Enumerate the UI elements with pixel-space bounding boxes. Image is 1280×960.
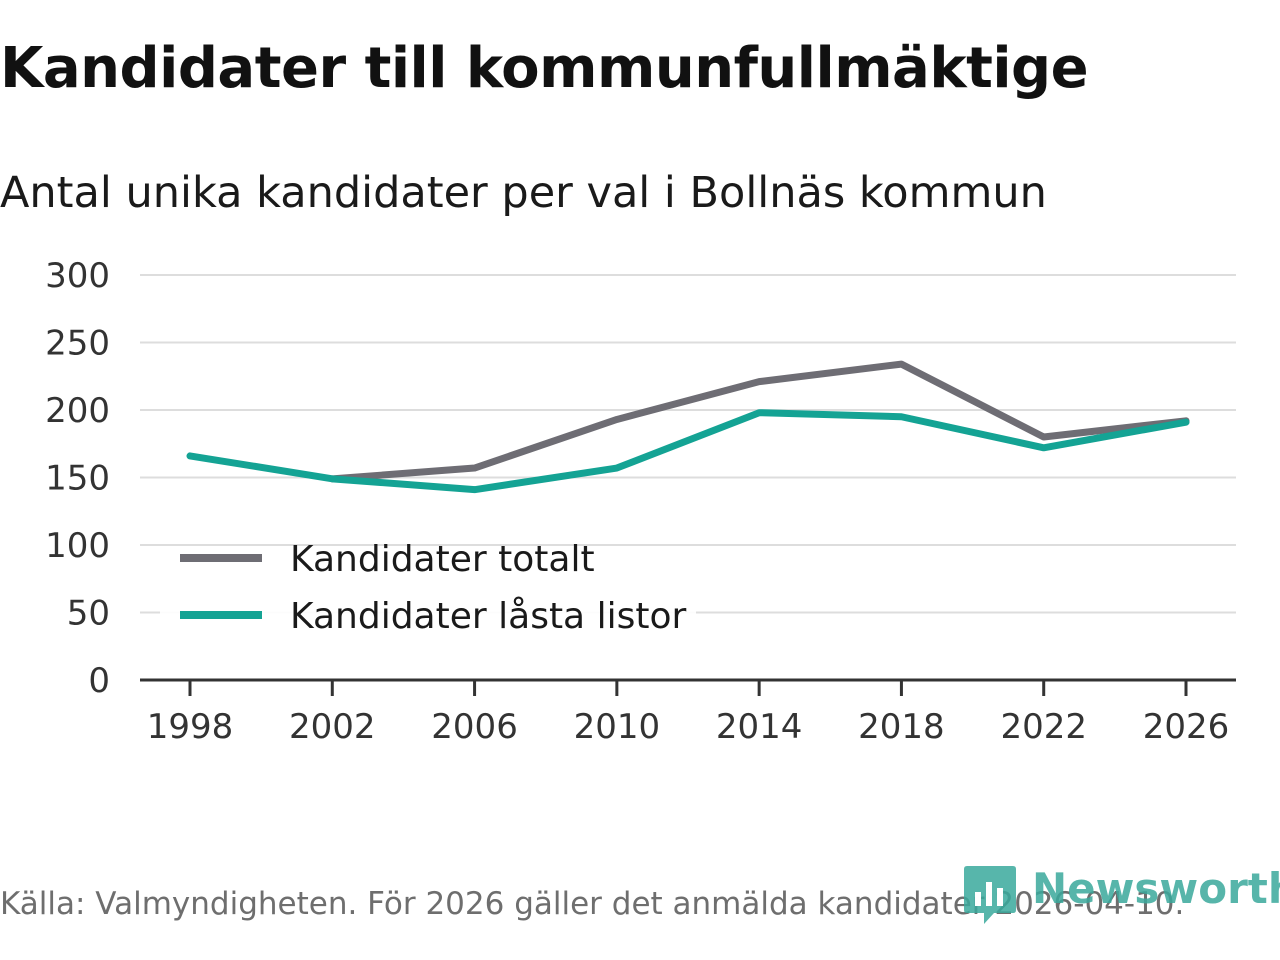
legend-label: Kandidater totalt bbox=[290, 539, 595, 580]
x-tick-label: 1998 bbox=[147, 707, 234, 747]
x-tick-label: 2022 bbox=[1000, 707, 1087, 747]
y-axis-ticks: 0 50 100 150 200 250 300 bbox=[45, 256, 110, 701]
y-tick-label: 100 bbox=[45, 526, 110, 566]
x-axis: 1998 2002 2006 2010 2014 2018 2022 2026 bbox=[140, 678, 1236, 747]
legend: Kandidater totalt Kandidater låsta listor bbox=[160, 539, 696, 646]
legend-label: Kandidater låsta listor bbox=[290, 596, 686, 637]
chart-subtitle: Antal unika kandidater per val i Bollnäs… bbox=[0, 168, 1047, 218]
newsworthy-logo-icon bbox=[964, 866, 1016, 924]
x-tick-label: 2010 bbox=[574, 707, 661, 747]
x-tick-label: 2018 bbox=[858, 707, 945, 747]
y-tick-label: 150 bbox=[45, 459, 110, 499]
chart-title: Kandidater till kommunfullmäktige bbox=[0, 36, 1089, 101]
legend-background bbox=[160, 546, 696, 646]
series-line-kandidater-lasta-listor bbox=[186, 409, 1190, 494]
x-tick-label: 2014 bbox=[716, 707, 803, 747]
x-tick-label: 2006 bbox=[431, 707, 518, 747]
brand-name: Newsworthy bbox=[1032, 864, 1280, 913]
y-tick-label: 200 bbox=[45, 391, 110, 431]
x-tick-label: 2026 bbox=[1143, 707, 1230, 747]
y-tick-label: 50 bbox=[67, 594, 110, 634]
brand-logo: Newsworthy bbox=[964, 862, 1280, 926]
y-tick-label: 250 bbox=[45, 324, 110, 364]
y-tick-label: 300 bbox=[45, 256, 110, 296]
line-chart: 0 50 100 150 200 250 300 1998 2002 2006 2010 2014 2… bbox=[45, 256, 1236, 747]
series-line-kandidater-totalt bbox=[328, 360, 1190, 483]
x-tick-label: 2002 bbox=[289, 707, 376, 747]
series-lines bbox=[186, 360, 1190, 494]
y-tick-label: 0 bbox=[88, 661, 110, 701]
